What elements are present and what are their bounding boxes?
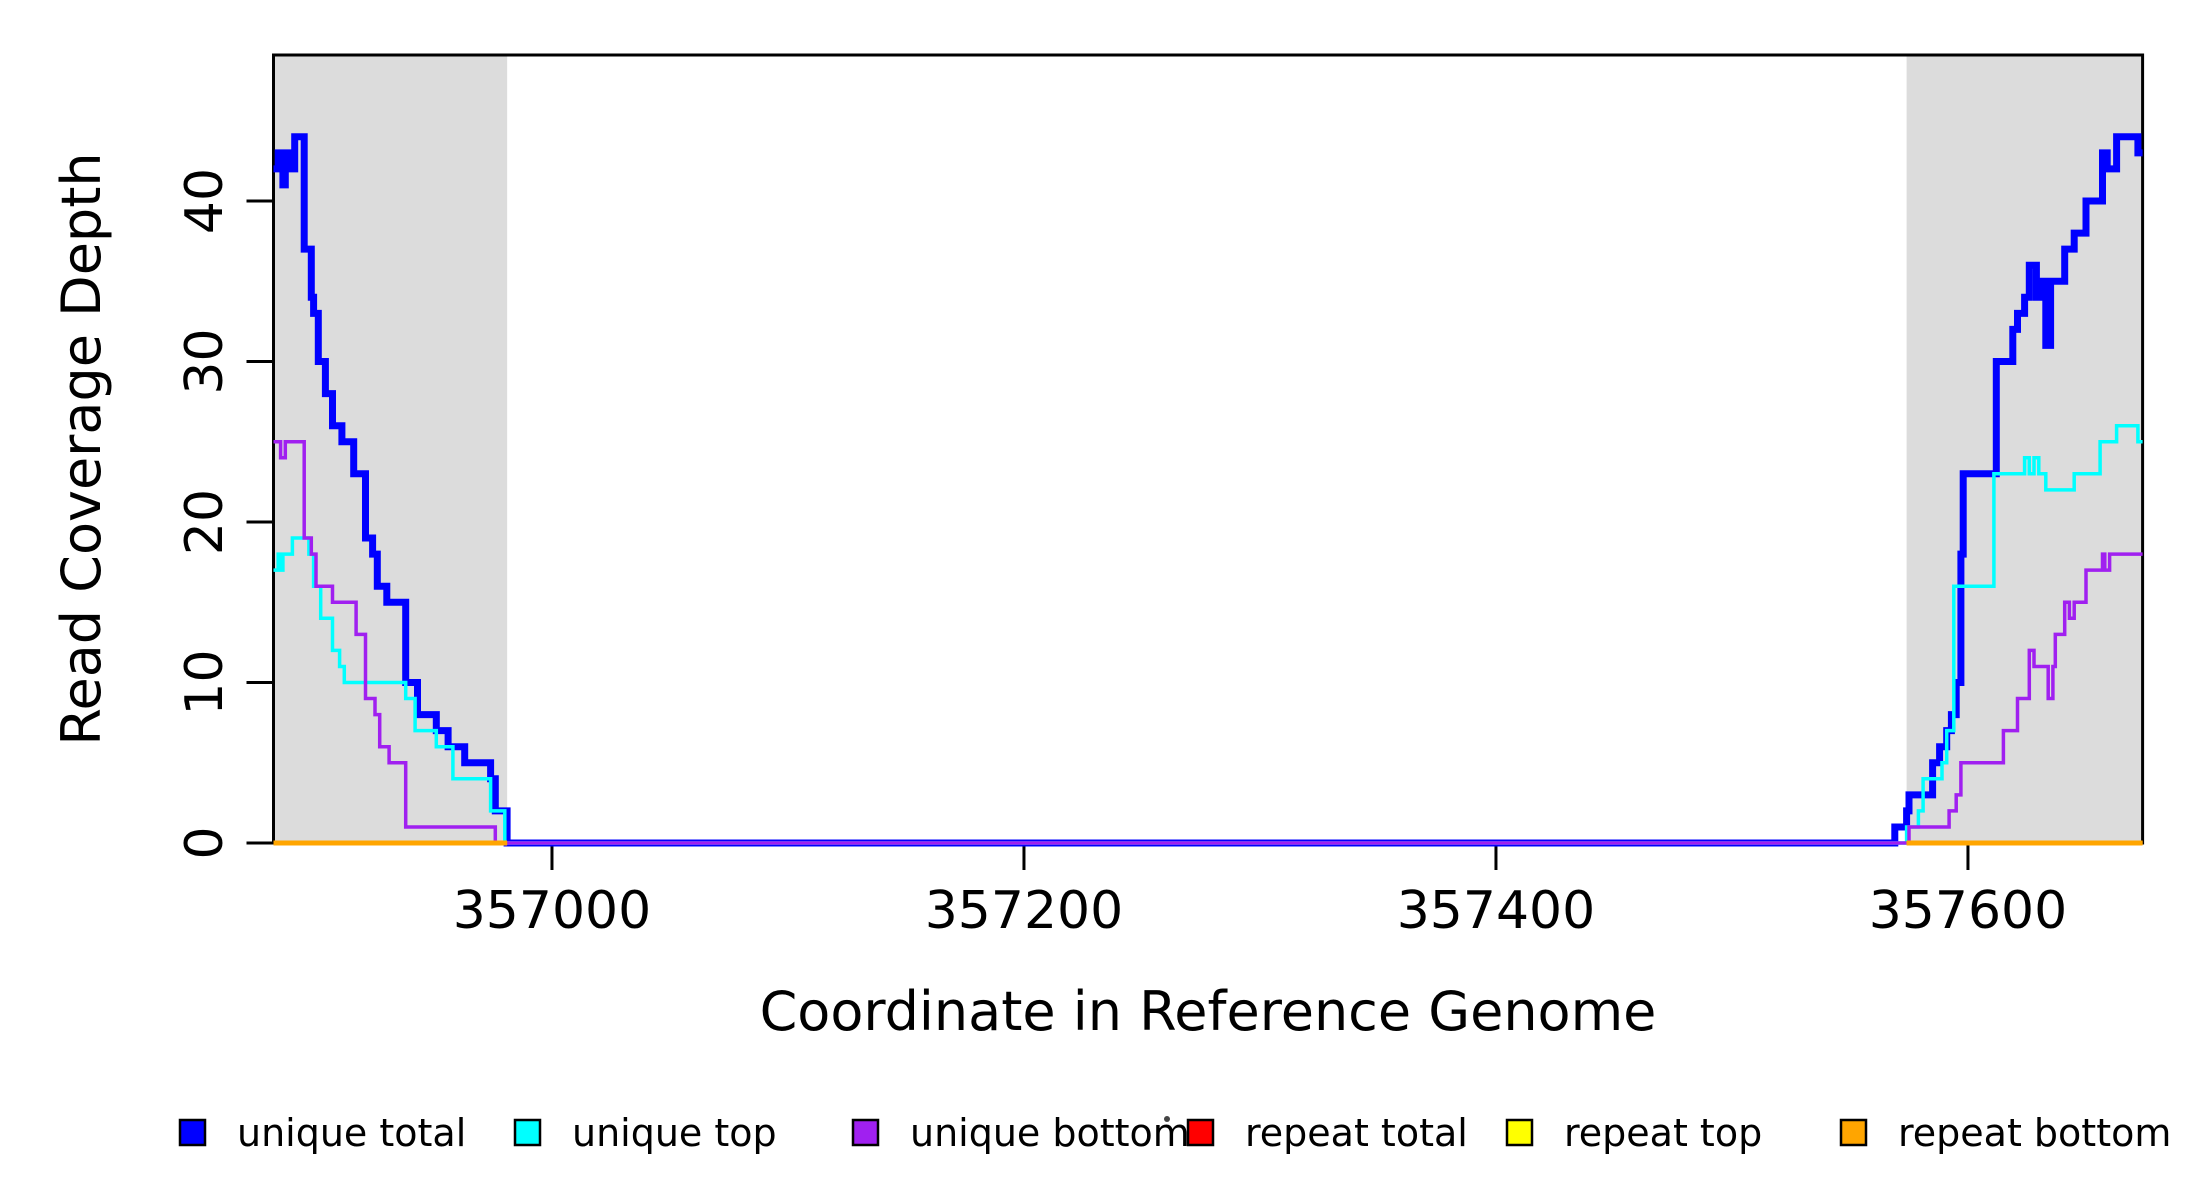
legend-swatch-unique-bottom — [851, 1118, 880, 1147]
legend-item-unique-bottom: unique bottom — [851, 1111, 1190, 1155]
y-axis-title: Read Coverage Depth — [50, 152, 113, 745]
y-tick-label: 20 — [175, 489, 235, 555]
legend-item-unique-total: unique total — [178, 1111, 466, 1155]
legend-item-repeat-bottom: repeat bottom — [1839, 1111, 2171, 1155]
x-tick-label: 357600 — [1869, 881, 2068, 941]
unique-total-line — [273, 133, 2143, 847]
axes: 357000 357200 357400 357600 0 10 20 30 40 — [175, 168, 2067, 941]
repeat-region-left — [273, 55, 508, 843]
y-tick-label: 40 — [175, 168, 235, 234]
legend-swatch-unique-top — [513, 1118, 542, 1147]
legend-label: repeat total — [1245, 1111, 1468, 1155]
x-axis-title: Coordinate in Reference Genome — [760, 980, 1657, 1043]
legend-item-repeat-total: repeat total — [1186, 1111, 1468, 1155]
x-tick-label: 357200 — [925, 881, 1124, 941]
legend-label: unique total — [237, 1111, 466, 1155]
x-tick-label: 357000 — [453, 881, 652, 941]
legend-label: unique bottom — [910, 1111, 1190, 1155]
repeat-region-right — [1906, 55, 2143, 843]
legend-swatch-repeat-total — [1186, 1118, 1215, 1147]
legend-swatch-unique-total — [178, 1118, 207, 1147]
legend-label: unique top — [572, 1111, 777, 1155]
y-tick-label: 0 — [175, 826, 235, 859]
x-tick-label: 357400 — [1397, 881, 1596, 941]
data-series — [273, 133, 2143, 847]
legend-swatch-repeat-bottom — [1839, 1118, 1868, 1147]
legend-label: repeat bottom — [1898, 1111, 2171, 1155]
legend-item-repeat-top: repeat top — [1505, 1111, 1762, 1155]
unique-bottom-line — [273, 440, 2143, 845]
repeat-region-shading — [273, 55, 2143, 843]
y-tick-label: 30 — [175, 328, 235, 394]
legend-swatch-repeat-top — [1505, 1118, 1534, 1147]
stray-dot — [1164, 1116, 1170, 1122]
legend-item-unique-top: unique top — [513, 1111, 777, 1155]
legend-label: repeat top — [1564, 1111, 1762, 1155]
y-tick-label: 10 — [175, 649, 235, 715]
legend: unique total unique top unique bottom repea… — [178, 1111, 2171, 1155]
